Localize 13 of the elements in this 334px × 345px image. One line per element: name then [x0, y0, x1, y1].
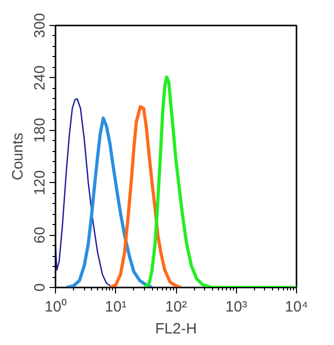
- y-tick-label: 120: [32, 170, 48, 196]
- x-tick-label: 10²: [165, 298, 187, 316]
- y-tick-label: 300: [32, 12, 48, 38]
- y-axis-title: Counts: [10, 132, 26, 180]
- x-tick-label: 10⁴: [284, 298, 308, 316]
- x-tick-label: 10⁰: [44, 298, 66, 316]
- y-tick-label: 180: [32, 118, 48, 143]
- y-tick-label: 60: [32, 226, 48, 244]
- x-tick-label: 10³: [225, 298, 248, 316]
- x-tick-label: 10¹: [104, 298, 127, 316]
- y-tick-label: 240: [32, 65, 48, 90]
- y-tick-label: 0: [32, 283, 48, 292]
- x-axis-title: FL2-H: [155, 320, 197, 338]
